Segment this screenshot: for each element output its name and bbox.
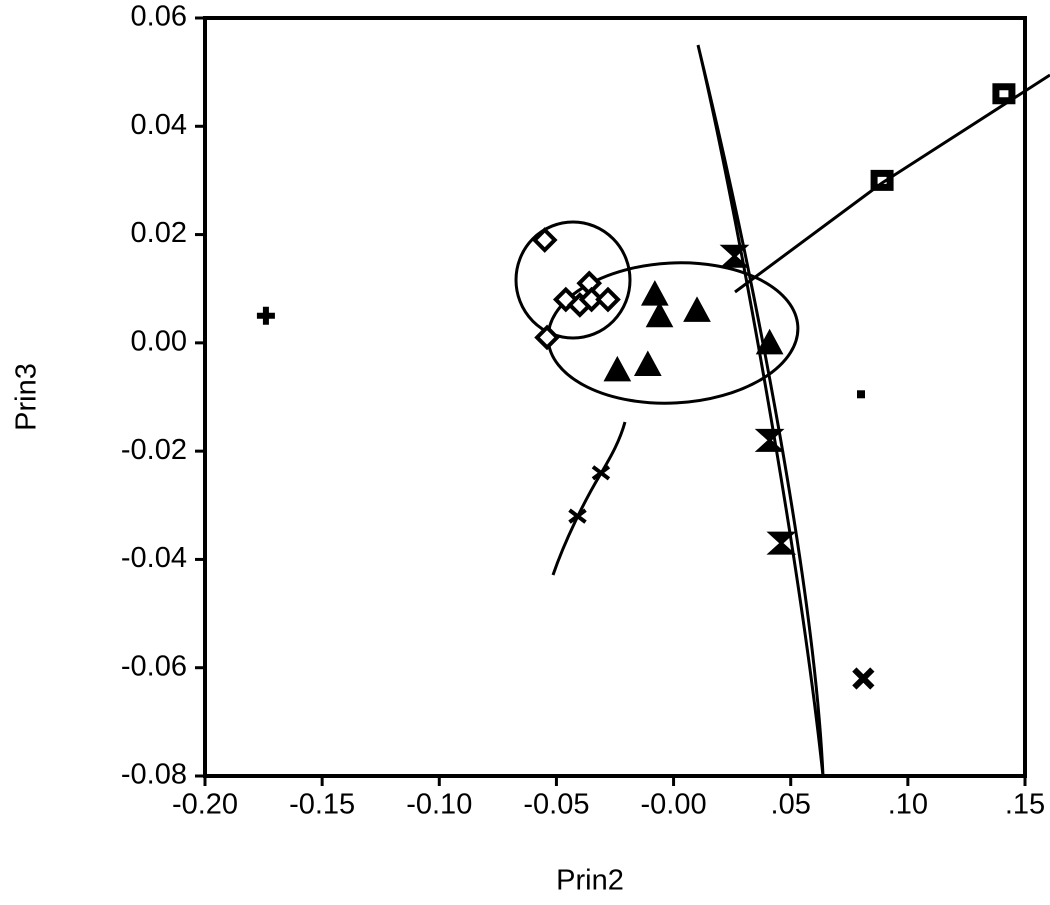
point	[754, 428, 785, 452]
y-tick-label: 0.04	[131, 109, 187, 141]
point	[852, 667, 875, 690]
point	[766, 531, 797, 555]
y-tick-label: -0.06	[121, 650, 187, 682]
x-tick-label: .15	[1005, 789, 1045, 821]
point	[992, 83, 1016, 105]
plot-frame	[203, 16, 1027, 778]
x-tick-label: -0.10	[406, 789, 472, 821]
square-line	[734, 73, 1050, 294]
point	[683, 296, 711, 322]
y-tick-label: 0.06	[131, 1, 187, 33]
x-tick-label: .10	[888, 789, 928, 821]
x-tick-label: -0.20	[172, 789, 238, 821]
point	[633, 350, 662, 377]
fit-curves	[514, 44, 1050, 777]
x-tick-label: -0.05	[523, 789, 589, 821]
point	[578, 286, 605, 313]
x-tick-label: -0.00	[641, 789, 707, 821]
y-tick-label: -0.02	[121, 434, 187, 466]
y-tick-label: 0.00	[131, 326, 187, 358]
point	[640, 280, 669, 306]
x-tick-label: -0.15	[289, 789, 355, 821]
y-axis-label: Prin3	[11, 363, 43, 431]
point	[568, 508, 587, 524]
hourglass-ellipse	[696, 44, 825, 777]
point	[719, 244, 750, 268]
x-tick-label: .05	[771, 789, 811, 821]
x-axis-label: Prin2	[556, 865, 624, 897]
y-tick-label: -0.04	[121, 542, 187, 574]
point	[531, 227, 558, 253]
diamond-ellipse	[514, 220, 632, 340]
point	[595, 286, 621, 313]
point	[603, 355, 632, 382]
point	[256, 306, 275, 325]
point	[591, 465, 611, 481]
point	[857, 390, 865, 399]
x-line	[551, 421, 627, 576]
y-tick-label: -0.08	[121, 759, 187, 791]
point	[645, 301, 674, 328]
y-tick-label: 0.02	[131, 217, 187, 249]
point	[755, 328, 784, 355]
point	[534, 324, 560, 351]
point	[870, 169, 894, 191]
